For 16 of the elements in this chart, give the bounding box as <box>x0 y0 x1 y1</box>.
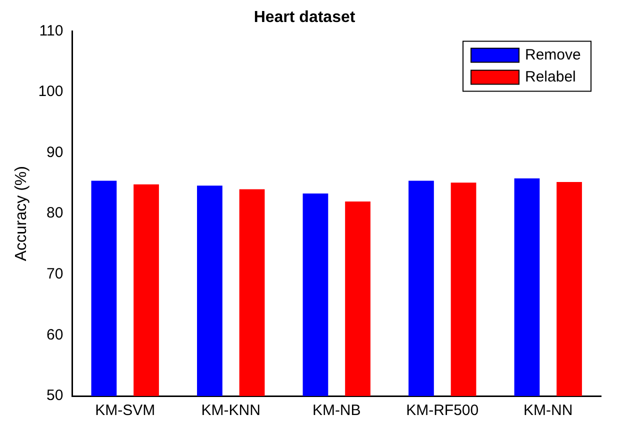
x-tick-label: KM-RF500 <box>406 402 479 420</box>
x-tick-label: KM-NN <box>524 402 573 420</box>
chart-title: Heart dataset <box>254 9 356 26</box>
x-tick-label: KM-NB <box>312 402 361 420</box>
y-axis-title: Accuracy (%) <box>13 166 30 262</box>
y-tick-label: 100 <box>38 83 64 100</box>
x-tick-label: KM-KNN <box>201 402 260 420</box>
y-tick-label: 90 <box>46 144 64 161</box>
legend-label: Relabel <box>525 68 576 86</box>
x-tick-label: KM-SVM <box>95 402 156 420</box>
y-tick-label: 60 <box>46 326 64 344</box>
legend-label: Remove <box>525 46 581 64</box>
y-tick-label: 50 <box>46 387 64 404</box>
y-tick-label: 80 <box>46 204 64 222</box>
y-tick-label: 70 <box>46 266 64 283</box>
y-tick-label: 110 <box>39 22 64 40</box>
